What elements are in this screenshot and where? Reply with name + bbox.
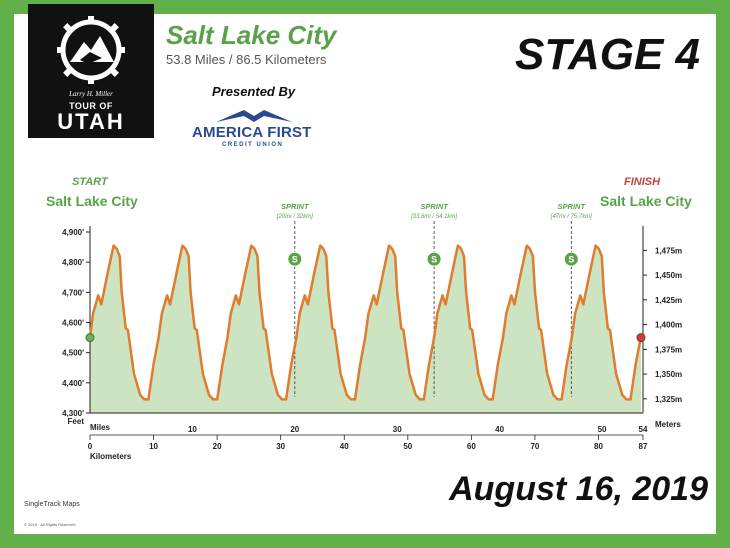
- start-marker: [85, 333, 95, 343]
- miles-tick-label: 54: [639, 425, 648, 434]
- route-distance: 53.8 Miles / 86.5 Kilometers: [166, 52, 327, 67]
- miles-tick-label: 30: [393, 425, 402, 434]
- km-tick-label: 80: [594, 442, 603, 451]
- sprint-marker-letter: S: [292, 255, 298, 265]
- km-tick-label: 50: [403, 442, 412, 451]
- km-tick-label: 70: [530, 442, 539, 451]
- miles-tick-label: 40: [495, 425, 504, 434]
- feet-tick-label: 4,800': [62, 258, 84, 267]
- sprint-detail: [20mi / 32km]: [276, 214, 313, 220]
- sprint-marker-letter: S: [431, 255, 437, 265]
- copyright-text: © 2019 · All Rights Reserved: [24, 522, 76, 527]
- miles-tick-label: 10: [188, 425, 197, 434]
- sprint-detail: [47mi / 75.7km]: [550, 214, 592, 220]
- miles-tick-label: 20: [290, 425, 299, 434]
- route-title: Salt Lake City: [166, 20, 337, 50]
- sprint-label: SPRINT: [281, 202, 310, 211]
- logo-tour-text: TOUR OF: [69, 101, 113, 111]
- feet-unit-label: Feet: [68, 417, 85, 426]
- feet-tick-label: 4,400': [62, 379, 84, 388]
- feet-tick-label: 4,700': [62, 288, 84, 297]
- meter-tick-label: 1,450m: [655, 271, 682, 280]
- meter-tick-label: 1,425m: [655, 296, 682, 305]
- sprint-marker-letter: S: [568, 255, 574, 265]
- meter-tick-label: 1,375m: [655, 345, 682, 354]
- km-tick-label: 87: [639, 442, 648, 451]
- logo-utah-text: UTAH: [57, 109, 125, 134]
- feet-tick-label: 4,900': [62, 228, 84, 237]
- map-credit: SingleTrack Maps: [24, 501, 80, 508]
- finish-marker: [636, 333, 646, 343]
- presented-by-label: Presented By: [212, 84, 296, 99]
- miles-unit-label: Miles: [90, 423, 111, 432]
- km-tick-label: 40: [340, 442, 349, 451]
- profile-area: [90, 245, 641, 413]
- km-tick-label: 30: [276, 442, 285, 451]
- start-city: Salt Lake City: [46, 193, 138, 209]
- finish-label: FINISH: [624, 176, 661, 188]
- km-tick-label: 10: [149, 442, 158, 451]
- sprint-marker-icon: [426, 251, 442, 267]
- sponsor-wing-icon: [216, 110, 292, 122]
- km-tick-label: 60: [467, 442, 476, 451]
- feet-tick-label: 4,500': [62, 349, 84, 358]
- meter-unit-label: Meters: [655, 420, 681, 429]
- race-date: August 16, 2019: [449, 470, 708, 508]
- sprint-marker-icon: [287, 251, 303, 267]
- sprint-marker-icon: [563, 251, 579, 267]
- feet-tick-label: 4,300': [62, 409, 84, 418]
- feet-tick-label: 4,600': [62, 319, 84, 328]
- finish-city: Salt Lake City: [600, 193, 692, 209]
- meter-tick-label: 1,325m: [655, 395, 682, 404]
- km-unit-label: Kilometers: [90, 452, 132, 461]
- miles-tick-label: 50: [598, 425, 607, 434]
- stage-title: STAGE 4: [514, 30, 700, 79]
- sponsor-name: AMERICA FIRST: [192, 124, 312, 141]
- sprint-label: SPRINT: [558, 202, 587, 211]
- sprint-label: SPRINT: [420, 202, 449, 211]
- elevation-profile-chart: 4,300' 4,400' 4,500' 4,600' 4,700' 4,800' 4,90…: [62, 202, 682, 461]
- meter-tick-label: 1,400m: [655, 321, 682, 330]
- start-label: START: [72, 176, 108, 188]
- meter-tick-label: 1,350m: [655, 370, 682, 379]
- logo-signature: Larry H. Miller: [69, 90, 113, 98]
- km-tick-label: 20: [213, 442, 222, 451]
- sprint-detail: [33.6mi / 54.1km]: [410, 214, 457, 220]
- profile-line: [88, 244, 642, 401]
- km-tick-label: 0: [88, 442, 93, 451]
- chainring-logo-icon: [57, 16, 125, 84]
- meter-tick-label: 1,475m: [655, 246, 682, 255]
- tour-of-utah-logo: Larry H. Miller TOUR OF UTAH: [28, 4, 154, 138]
- sponsor-subtitle: CREDIT UNION: [222, 142, 284, 148]
